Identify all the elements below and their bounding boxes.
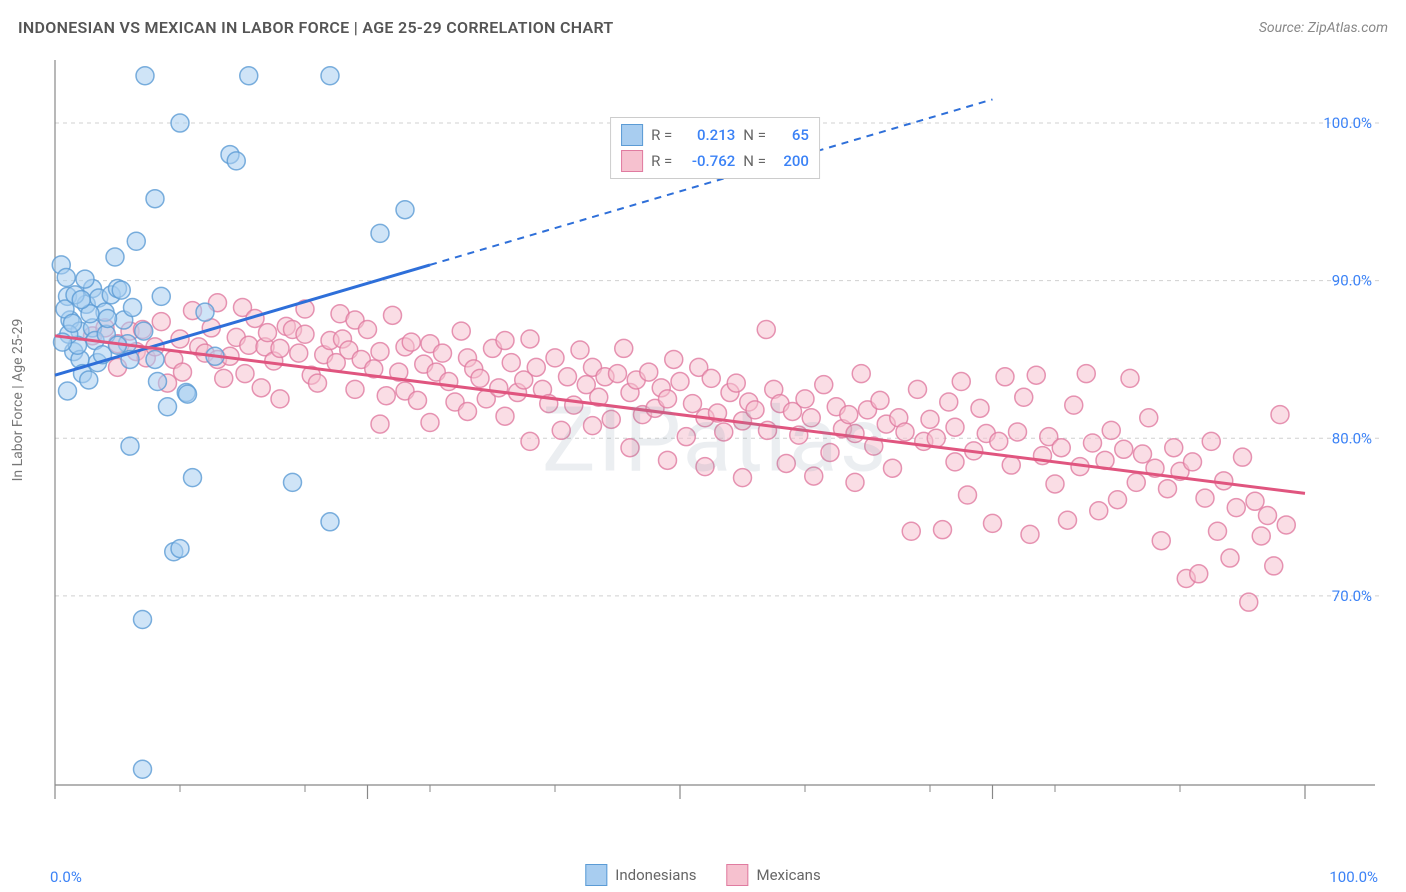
svg-text:90.0%: 90.0% [1332, 272, 1372, 290]
svg-text:70.0%: 70.0% [1332, 587, 1372, 605]
series-legend-label: Indonesians [615, 866, 696, 884]
legend-swatch-pink [621, 150, 643, 172]
x-axis-max-label: 100.0% [1329, 868, 1378, 886]
legend-swatch-blue [621, 124, 643, 146]
svg-text:80.0%: 80.0% [1332, 429, 1372, 447]
legend-n-label: N = [743, 152, 766, 170]
correlation-legend: R = 0.213 N = 65 R = -0.762 N = 200 [610, 117, 820, 179]
series-legend: Indonesians Mexicans [585, 864, 820, 886]
chart-area: 70.0%80.0%90.0%100.0% ZIPatlas R = 0.213… [50, 55, 1380, 825]
series-legend-indonesians: Indonesians [585, 864, 696, 886]
legend-n-label: N = [743, 126, 766, 144]
legend-r-value-blue: 0.213 [680, 126, 735, 144]
series-legend-label: Mexicans [757, 866, 821, 884]
source-label: Source: ZipAtlas.com [1259, 20, 1388, 36]
legend-row-pink: R = -0.762 N = 200 [621, 148, 809, 174]
y-axis-label: In Labor Force | Age 25-29 [10, 319, 26, 482]
legend-swatch-blue-icon [585, 864, 607, 886]
chart-title: INDONESIAN VS MEXICAN IN LABOR FORCE | A… [18, 18, 614, 37]
legend-swatch-pink-icon [727, 864, 749, 886]
svg-text:100.0%: 100.0% [1323, 114, 1372, 132]
legend-r-label: R = [651, 152, 672, 170]
legend-r-value-pink: -0.762 [680, 152, 735, 170]
legend-n-value-blue: 65 [774, 126, 809, 144]
legend-r-label: R = [651, 126, 672, 144]
series-legend-mexicans: Mexicans [727, 864, 821, 886]
legend-row-blue: R = 0.213 N = 65 [621, 122, 809, 148]
legend-n-value-pink: 200 [774, 152, 809, 170]
x-axis-min-label: 0.0% [50, 868, 82, 886]
